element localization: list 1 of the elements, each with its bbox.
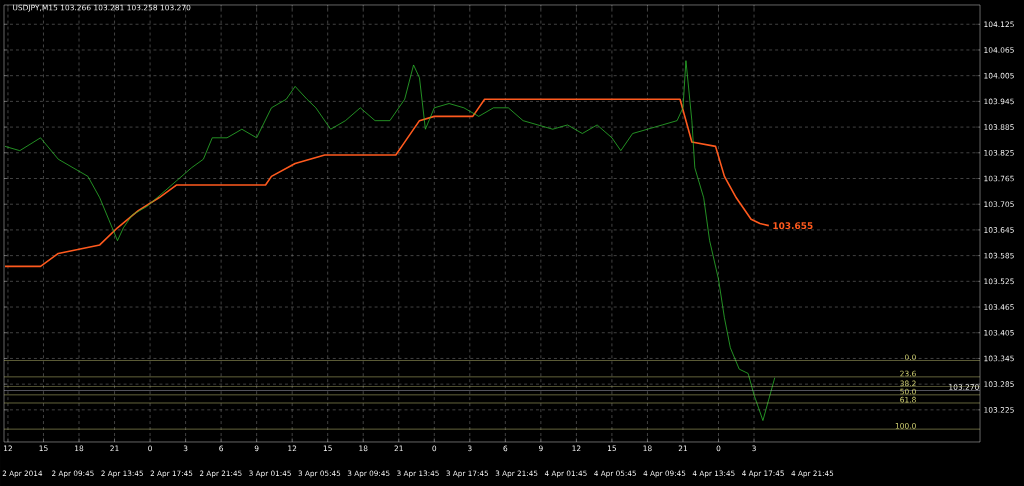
annotation: 103.655	[773, 222, 813, 230]
